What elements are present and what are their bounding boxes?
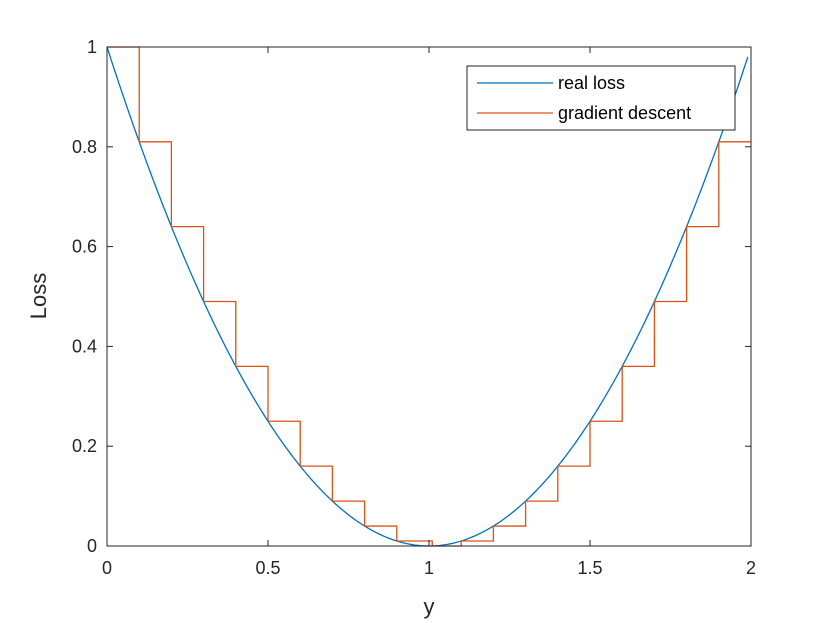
x-tick-label: 0.5 xyxy=(255,558,280,578)
legend-label-gradient-descent: gradient descent xyxy=(558,103,691,123)
ticks-layer: 0 0.5 1 1.5 2 0 0.2 0.4 0.6 0.8 1 xyxy=(72,37,756,578)
x-tick-label: 1 xyxy=(424,558,434,578)
x-tick-label: 2 xyxy=(746,558,756,578)
y-tick-label: 0 xyxy=(87,536,97,556)
series-gradient-descent xyxy=(107,46,751,547)
y-tick-label: 0.6 xyxy=(72,237,97,257)
x-tick-label: 0 xyxy=(102,558,112,578)
y-tick-label: 0.8 xyxy=(72,137,97,157)
y-tick-label: 0.2 xyxy=(72,436,97,456)
legend-label-real-loss: real loss xyxy=(558,73,625,93)
y-axis-label: Loss xyxy=(26,273,51,319)
y-tick-label: 1 xyxy=(87,37,97,57)
x-axis-label: y xyxy=(424,594,435,619)
x-tick-label: 1.5 xyxy=(577,558,602,578)
y-tick-label: 0.4 xyxy=(72,336,97,356)
legend-box xyxy=(466,65,736,131)
legend: real loss gradient descent xyxy=(466,65,736,131)
